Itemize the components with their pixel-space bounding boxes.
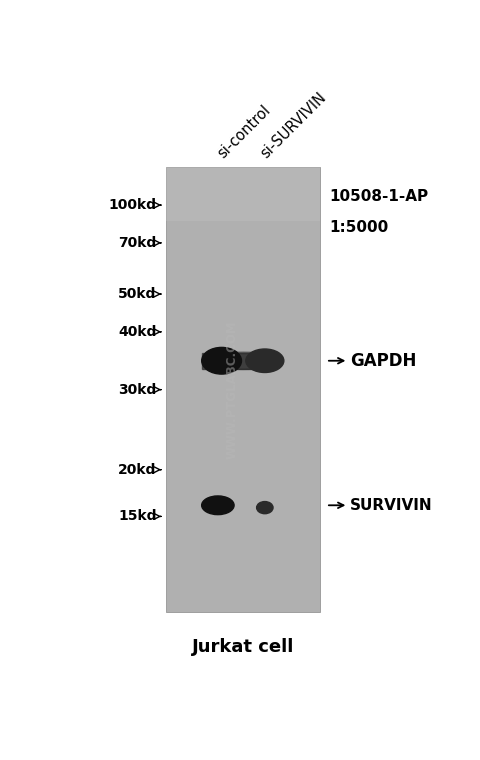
Text: Jurkat cell: Jurkat cell <box>192 638 294 657</box>
Text: SURVIVIN: SURVIVIN <box>350 498 433 513</box>
Bar <box>166 167 321 612</box>
Ellipse shape <box>246 349 284 372</box>
Text: si-control: si-control <box>215 103 274 161</box>
Text: 15kd: 15kd <box>118 509 156 524</box>
Ellipse shape <box>211 352 276 369</box>
Text: 50kd: 50kd <box>119 287 156 301</box>
Bar <box>202 353 264 369</box>
Text: 70kd: 70kd <box>119 236 156 250</box>
Ellipse shape <box>202 496 234 515</box>
Text: 30kd: 30kd <box>119 382 156 397</box>
Text: WWW.PTGLABC.COM: WWW.PTGLABC.COM <box>226 320 239 459</box>
Text: si-SURVIVIN: si-SURVIVIN <box>258 90 329 161</box>
Text: 20kd: 20kd <box>119 463 156 477</box>
Text: 10508-1-AP: 10508-1-AP <box>330 188 429 204</box>
Bar <box>166 167 321 220</box>
Text: 100kd: 100kd <box>108 198 156 212</box>
Ellipse shape <box>202 347 241 374</box>
Ellipse shape <box>257 502 273 514</box>
Text: 40kd: 40kd <box>119 325 156 339</box>
Text: GAPDH: GAPDH <box>350 352 417 370</box>
Text: 1:5000: 1:5000 <box>330 220 389 235</box>
